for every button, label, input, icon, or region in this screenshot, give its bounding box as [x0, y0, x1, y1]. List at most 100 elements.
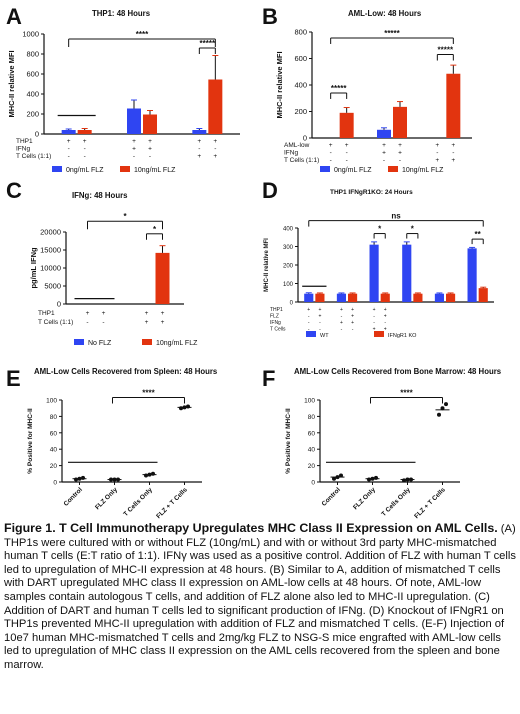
row-mark: +: [384, 327, 387, 333]
legend-label: 0ng/mL FLZ: [66, 167, 104, 174]
legend-swatch: [142, 339, 152, 345]
legend-swatch: [388, 166, 398, 172]
y-axis-label: % Positive for MHC-II: [285, 408, 292, 474]
row-mark: -: [308, 320, 310, 326]
chart-a: 0 200 400 600 800 1000 MHC-II relative MFI THP1…: [0, 0, 260, 180]
legend-swatch: [320, 166, 330, 172]
row-mark: -: [373, 314, 375, 320]
sig-label: *: [411, 225, 415, 234]
y-tick-label: 60: [50, 430, 58, 437]
x-tick-label: FLZ + T Cells: [413, 486, 447, 520]
chart-title: THP1: 48 Hours: [92, 9, 151, 18]
y-tick-label: 15000: [40, 246, 61, 255]
bar-blue: [369, 244, 379, 302]
caption-body: (A) THP1s were cultured with or without …: [4, 523, 516, 671]
row-mark: -: [86, 319, 88, 326]
sig-label: *****: [200, 39, 216, 48]
y-tick-label: 300: [283, 245, 294, 251]
data-point: [367, 477, 371, 482]
sig-label: ns: [391, 212, 401, 221]
y-axis-label: % Positive for MHC-II: [27, 408, 34, 474]
legend-swatch: [120, 166, 130, 172]
bar-red: [208, 79, 223, 134]
row-mark: +: [161, 310, 165, 317]
y-tick-label: 20: [50, 463, 58, 470]
bar-blue: [336, 293, 346, 302]
chart-e: 0 20 40 60 80 100 % Positive for MHC-II AML-Low…: [0, 362, 260, 522]
row-mark: +: [318, 307, 321, 313]
legend-label: 10ng/mL FLZ: [156, 340, 198, 347]
y-axis-label: pg/mL IFNg: [29, 247, 38, 289]
row-mark: +: [451, 157, 455, 164]
row-mark: -: [319, 327, 321, 333]
y-tick-label: 20: [308, 463, 316, 470]
y-tick-label: 600: [294, 54, 307, 63]
bar-blue: [377, 129, 391, 138]
y-tick-label: 80: [308, 414, 316, 421]
row-mark: -: [308, 314, 310, 320]
chart-c: 0 5000 10000 15000 20000 pg/mL IFNg IFNg: 48 H…: [0, 180, 260, 360]
bar-blue: [467, 248, 477, 302]
row-mark: -: [149, 153, 151, 160]
y-tick-label: 800: [26, 50, 39, 59]
sig-label: ****: [400, 389, 413, 398]
y-tick-label: 40: [50, 447, 58, 454]
bar-red: [446, 73, 461, 138]
caption-title: Figure 1. T Cell Immunotherapy Upregulat…: [4, 521, 498, 535]
y-tick-label: 600: [26, 70, 39, 79]
x-tick-label: FLZ Only: [94, 486, 119, 511]
row-mark: +: [398, 142, 402, 149]
data-point: [374, 475, 378, 480]
y-tick-label: 1000: [22, 30, 39, 39]
x-tick-label: Control: [321, 486, 342, 507]
row-mark: -: [352, 327, 354, 333]
row-label: THP1: [270, 307, 283, 313]
y-tick-label: 0: [57, 300, 61, 309]
x-tick-label: T Cells Only: [122, 486, 154, 518]
chart-b: 0 200 400 600 800 MHC-II relative MFI AML-Low:…: [260, 0, 520, 180]
row-mark: +: [197, 153, 201, 160]
data-point: [339, 473, 343, 478]
row-mark: +: [382, 150, 386, 157]
bar-red: [155, 252, 170, 304]
chart-title: AML-Low: 48 Hours: [348, 9, 422, 18]
row-label: T Cells (1:1): [16, 153, 51, 160]
sig-label: *****: [384, 29, 400, 38]
row-label: T Cells (1:1): [38, 319, 73, 326]
data-point: [444, 402, 448, 407]
legend-swatch: [306, 331, 316, 337]
bar-red: [413, 293, 423, 302]
row-mark: +: [435, 142, 439, 149]
row-mark: -: [436, 150, 438, 157]
y-tick-label: 0: [303, 134, 307, 143]
sig-label: *: [153, 225, 157, 234]
data-point: [440, 406, 445, 411]
row-mark: +: [345, 142, 349, 149]
legend-label: IFNgR1 KO: [388, 333, 417, 339]
bar-red: [380, 293, 390, 302]
legend-swatch: [74, 339, 84, 345]
y-axis-label: MHC-II relative MFI: [7, 50, 16, 117]
sig-label: ****: [136, 30, 149, 39]
row-mark: +: [86, 310, 90, 317]
row-mark: -: [68, 146, 70, 153]
row-mark: -: [383, 157, 385, 164]
data-point: [332, 476, 336, 481]
y-axis-label: MHC-II relative MFI: [264, 238, 270, 292]
row-mark: -: [341, 314, 343, 320]
y-tick-label: 100: [283, 282, 294, 288]
row-label: T Cells: [270, 327, 286, 333]
bar-blue: [192, 130, 207, 134]
row-mark: +: [102, 310, 106, 317]
sig-label: *****: [331, 84, 347, 93]
row-mark: -: [308, 327, 310, 333]
row-mark: +: [398, 150, 402, 157]
row-mark: +: [373, 327, 376, 333]
panel-letter-a: A: [6, 4, 22, 29]
bar-blue: [61, 130, 76, 134]
y-tick-label: 60: [308, 430, 316, 437]
y-tick-label: 0: [290, 301, 294, 307]
panel-letter-e: E: [6, 366, 21, 391]
bar-red: [143, 114, 157, 134]
y-tick-label: 40: [308, 447, 316, 454]
